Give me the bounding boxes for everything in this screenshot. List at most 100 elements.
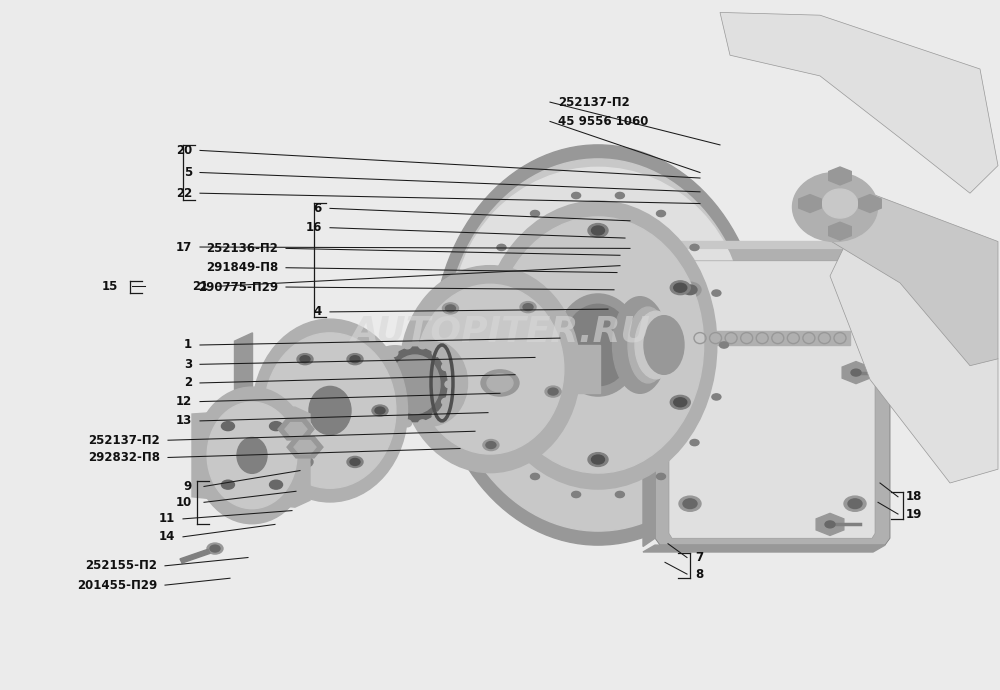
Ellipse shape xyxy=(300,458,310,465)
Text: 20: 20 xyxy=(176,144,192,157)
Ellipse shape xyxy=(207,543,223,554)
Ellipse shape xyxy=(679,282,701,297)
Text: 292832-П8: 292832-П8 xyxy=(88,451,160,464)
Text: 13: 13 xyxy=(176,415,192,427)
Text: 10: 10 xyxy=(176,496,192,509)
Polygon shape xyxy=(655,248,890,545)
Ellipse shape xyxy=(628,307,668,383)
Polygon shape xyxy=(643,241,885,248)
Ellipse shape xyxy=(822,189,858,218)
Text: AUTOPITER.RU: AUTOPITER.RU xyxy=(350,314,650,348)
Ellipse shape xyxy=(392,340,468,426)
Ellipse shape xyxy=(275,407,285,414)
Ellipse shape xyxy=(674,397,687,406)
Ellipse shape xyxy=(400,266,580,473)
Polygon shape xyxy=(234,333,252,497)
Polygon shape xyxy=(690,331,850,345)
Ellipse shape xyxy=(353,354,411,422)
Ellipse shape xyxy=(210,545,220,552)
Ellipse shape xyxy=(545,386,561,397)
Ellipse shape xyxy=(390,355,440,414)
Ellipse shape xyxy=(379,351,437,419)
Ellipse shape xyxy=(423,390,433,397)
Polygon shape xyxy=(643,545,885,552)
Ellipse shape xyxy=(588,224,608,237)
Ellipse shape xyxy=(194,387,310,524)
Ellipse shape xyxy=(264,333,396,489)
Text: 16: 16 xyxy=(306,221,322,234)
Text: 252155-П2: 252155-П2 xyxy=(85,560,157,572)
Text: 1: 1 xyxy=(184,339,192,351)
Ellipse shape xyxy=(615,491,624,497)
Ellipse shape xyxy=(523,304,533,310)
Ellipse shape xyxy=(380,364,388,371)
Text: 290775-П29: 290775-П29 xyxy=(198,281,278,293)
Ellipse shape xyxy=(383,347,447,422)
Ellipse shape xyxy=(360,346,430,427)
Text: 6: 6 xyxy=(314,202,322,215)
Ellipse shape xyxy=(520,302,536,313)
Ellipse shape xyxy=(453,168,743,468)
Text: 15: 15 xyxy=(102,280,118,293)
Text: 2: 2 xyxy=(184,377,192,389)
Ellipse shape xyxy=(297,354,313,365)
Ellipse shape xyxy=(479,201,717,489)
Ellipse shape xyxy=(656,210,665,217)
Text: 14: 14 xyxy=(159,531,175,543)
Ellipse shape xyxy=(403,342,411,348)
Text: 45 9556 1060: 45 9556 1060 xyxy=(558,115,648,128)
Ellipse shape xyxy=(468,342,477,348)
Ellipse shape xyxy=(812,181,868,226)
Ellipse shape xyxy=(347,456,363,467)
Ellipse shape xyxy=(445,159,751,531)
Ellipse shape xyxy=(309,386,351,435)
Ellipse shape xyxy=(372,405,388,416)
Ellipse shape xyxy=(442,364,450,371)
Ellipse shape xyxy=(844,496,866,511)
Text: 8: 8 xyxy=(695,568,703,580)
Ellipse shape xyxy=(712,394,721,400)
Ellipse shape xyxy=(475,290,484,296)
Ellipse shape xyxy=(509,283,522,293)
Ellipse shape xyxy=(720,342,728,348)
Ellipse shape xyxy=(683,285,697,295)
Polygon shape xyxy=(830,193,998,483)
Ellipse shape xyxy=(848,285,862,295)
Text: 19: 19 xyxy=(906,508,922,520)
Text: 201455-П29: 201455-П29 xyxy=(77,579,157,591)
Ellipse shape xyxy=(377,381,385,388)
Ellipse shape xyxy=(635,311,677,379)
Polygon shape xyxy=(820,193,998,366)
Ellipse shape xyxy=(690,440,699,446)
Ellipse shape xyxy=(297,456,313,467)
Ellipse shape xyxy=(442,303,458,314)
Ellipse shape xyxy=(221,480,234,489)
Ellipse shape xyxy=(350,458,360,465)
Ellipse shape xyxy=(572,491,581,497)
Text: 3: 3 xyxy=(184,358,192,371)
Text: 18: 18 xyxy=(906,491,922,503)
Ellipse shape xyxy=(375,407,385,414)
Polygon shape xyxy=(669,261,875,538)
Ellipse shape xyxy=(419,420,427,427)
Ellipse shape xyxy=(390,350,398,357)
Ellipse shape xyxy=(592,226,604,235)
Ellipse shape xyxy=(272,405,288,416)
Ellipse shape xyxy=(347,354,363,365)
Ellipse shape xyxy=(825,521,835,528)
Ellipse shape xyxy=(487,374,513,392)
Ellipse shape xyxy=(270,480,283,489)
Ellipse shape xyxy=(252,319,408,502)
Ellipse shape xyxy=(403,420,411,427)
Polygon shape xyxy=(192,407,310,507)
Polygon shape xyxy=(643,255,655,546)
Ellipse shape xyxy=(506,395,526,409)
Ellipse shape xyxy=(851,369,861,376)
Ellipse shape xyxy=(270,422,283,431)
Ellipse shape xyxy=(612,297,668,393)
Ellipse shape xyxy=(433,145,763,545)
Ellipse shape xyxy=(445,381,453,388)
Ellipse shape xyxy=(506,281,526,295)
Ellipse shape xyxy=(384,348,446,422)
Text: 9: 9 xyxy=(184,480,192,493)
